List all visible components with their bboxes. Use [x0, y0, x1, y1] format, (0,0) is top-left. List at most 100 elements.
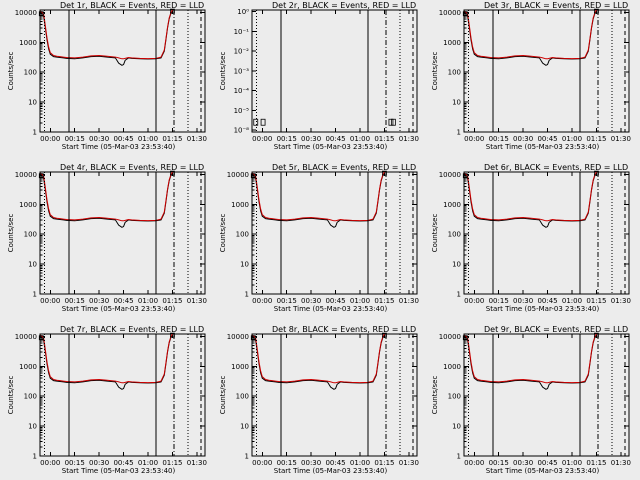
x-tick-label: 00:15: [489, 297, 509, 305]
x-tick-label: 01:30: [187, 459, 207, 467]
start-marker: [38, 173, 44, 179]
x-tick-label: 00:30: [89, 297, 109, 305]
y-axis-label: Counts/sec: [219, 214, 227, 253]
panel-3: Det 3r, BLACK = Events, RED = LLD 00:00 00…: [431, 1, 631, 151]
y-tick-label: 10000: [15, 9, 37, 17]
x-tick-label: 01:30: [611, 297, 631, 305]
lld-series-line: [464, 333, 597, 384]
y-tick-label: 10: [240, 261, 249, 269]
data-point-marker: [260, 118, 266, 126]
x-axis-label: Start Time (05-Mar-03 23:53:40): [62, 143, 176, 151]
y-axis-label: Counts/sec: [7, 52, 15, 91]
y-tick-label: 10000: [439, 171, 461, 179]
y-tick-label: 1: [457, 291, 461, 299]
x-tick-label: 00:45: [113, 459, 133, 467]
y-tick-label: 10: [452, 423, 461, 431]
y-tick-label: 1: [33, 291, 37, 299]
y-axis-label: Counts/sec: [7, 376, 15, 415]
x-tick-label: 00:00: [464, 297, 484, 305]
x-tick-label: 00:30: [301, 135, 321, 143]
x-tick-label: 00:45: [537, 459, 557, 467]
plot-frame: [251, 333, 418, 457]
y-tick-label: 100: [24, 231, 37, 239]
x-tick-label: 01:15: [586, 459, 606, 467]
x-tick-label: 00:15: [65, 297, 85, 305]
start-marker: [38, 11, 44, 17]
x-tick-label: 01:15: [586, 297, 606, 305]
y-tick-label: 10: [28, 423, 37, 431]
y-tick-label: 10⁻⁸: [234, 127, 250, 135]
x-axis-label: Start Time (05-Mar-03 23:53:40): [62, 305, 176, 313]
x-tick-label: 01:00: [350, 297, 370, 305]
x-axis-label: Start Time (05-Mar-03 23:53:40): [274, 467, 388, 475]
y-tick-label: 10⁻⁴: [234, 87, 250, 95]
start-marker: [250, 173, 256, 179]
y-axis-label: Counts/sec: [431, 52, 439, 91]
x-tick-label: 01:15: [586, 135, 606, 143]
x-tick-label: 01:30: [399, 297, 419, 305]
panel-6: Det 6r, BLACK = Events, RED = LLD 00:00 00…: [431, 163, 631, 313]
x-tick-label: 00:30: [89, 135, 109, 143]
y-tick-label: 1000: [19, 363, 37, 371]
x-axis-label: Start Time (05-Mar-03 23:53:40): [486, 143, 600, 151]
y-tick-label: 10: [452, 261, 461, 269]
x-tick-label: 00:15: [489, 459, 509, 467]
x-tick-label: 00:00: [252, 135, 272, 143]
y-axis-label: Counts/sec: [7, 214, 15, 253]
y-tick-label: 1000: [231, 363, 249, 371]
lld-series-line: [40, 9, 173, 60]
x-axis-label: Start Time (05-Mar-03 23:53:40): [274, 143, 388, 151]
x-tick-label: 00:15: [277, 459, 297, 467]
x-tick-label: 01:15: [374, 297, 394, 305]
x-tick-label: 01:30: [399, 459, 419, 467]
panel-title: Det 1r, BLACK = Events, RED = LLD: [60, 1, 204, 10]
x-axis-label: Start Time (05-Mar-03 23:53:40): [274, 305, 388, 313]
panel-title: Det 6r, BLACK = Events, RED = LLD: [484, 163, 628, 172]
y-tick-label: 10: [240, 423, 249, 431]
x-tick-label: 00:15: [65, 135, 85, 143]
y-tick-label: 10⁻³: [234, 67, 250, 75]
plot-frame: [463, 9, 630, 133]
x-tick-label: 00:00: [252, 297, 272, 305]
lld-series-line: [40, 171, 173, 222]
y-tick-label: 10000: [15, 333, 37, 341]
lld-series-line: [40, 333, 173, 384]
x-tick-label: 01:00: [138, 459, 158, 467]
x-tick-label: 01:00: [138, 135, 158, 143]
x-tick-label: 01:30: [399, 135, 419, 143]
y-tick-label: 100: [236, 231, 249, 239]
y-tick-label: 1: [457, 129, 461, 137]
panel-title: Det 5r, BLACK = Events, RED = LLD: [272, 163, 416, 172]
x-tick-label: 00:45: [113, 297, 133, 305]
x-tick-label: 00:00: [40, 459, 60, 467]
panel-4: Det 4r, BLACK = Events, RED = LLD 00:00 00…: [7, 163, 207, 313]
x-tick-label: 01:15: [162, 297, 182, 305]
x-tick-label: 00:00: [464, 135, 484, 143]
start-marker: [38, 335, 44, 341]
x-tick-label: 00:00: [464, 459, 484, 467]
y-tick-label: 1: [457, 453, 461, 461]
x-axis-label: Start Time (05-Mar-03 23:53:40): [486, 305, 600, 313]
x-tick-label: 00:30: [513, 459, 533, 467]
x-tick-label: 01:15: [162, 459, 182, 467]
y-tick-label: 100: [448, 231, 461, 239]
y-tick-label: 1000: [443, 363, 461, 371]
panel-title: Det 4r, BLACK = Events, RED = LLD: [60, 163, 204, 172]
plot-frame: [39, 333, 206, 457]
plot-frame: [39, 171, 206, 295]
start-marker: [462, 335, 468, 341]
y-tick-label: 10000: [15, 171, 37, 179]
start-marker: [462, 11, 468, 17]
lld-series-line: [464, 171, 597, 222]
y-tick-label: 10000: [439, 9, 461, 17]
panel-title: Det 7r, BLACK = Events, RED = LLD: [60, 325, 204, 334]
x-tick-label: 00:30: [89, 459, 109, 467]
y-tick-label: 1: [33, 453, 37, 461]
y-tick-label: 10⁰: [237, 8, 249, 16]
y-tick-label: 100: [24, 393, 37, 401]
start-marker: [250, 335, 256, 341]
x-tick-label: 00:45: [537, 135, 557, 143]
x-tick-label: 00:00: [40, 135, 60, 143]
y-tick-label: 10000: [439, 333, 461, 341]
